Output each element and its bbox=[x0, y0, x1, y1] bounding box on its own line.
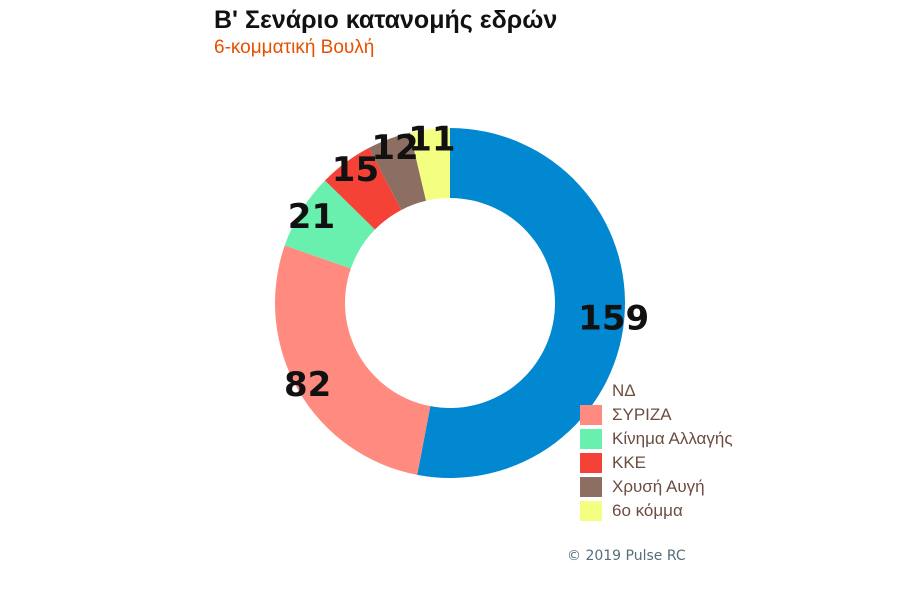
donut-slices bbox=[275, 128, 626, 478]
legend-item-kke: ΚΚΕ bbox=[580, 451, 733, 475]
slice-value-label-nd: 159 bbox=[578, 298, 649, 338]
chart-subtitle: 6-κομματική Βουλή bbox=[214, 37, 375, 58]
legend-swatch-chrysi-avgi bbox=[580, 477, 602, 497]
slice-value-label-syriza: 82 bbox=[284, 365, 331, 405]
slice-value-label-kke: 15 bbox=[332, 150, 379, 190]
legend-label-kke: ΚΚΕ bbox=[612, 453, 647, 472]
slice-value-label-chrysi-avgi: 12 bbox=[371, 128, 418, 168]
legend-label-6o-komma: 6ο κόμμα bbox=[612, 501, 683, 520]
slice-value-label-kinima-allagis: 21 bbox=[288, 197, 335, 237]
legend-swatch-syriza bbox=[580, 405, 602, 425]
chart-legend: ΝΔ ΣΥΡΙΖΑ Κίνημα Αλλαγής ΚΚΕ Χρυσή Αυγή 6ο κό… bbox=[580, 379, 733, 523]
slice-value-label-6o-komma: 11 bbox=[408, 120, 455, 160]
legend-label-kinima-allagis: Κίνημα Αλλαγής bbox=[612, 429, 733, 448]
donut-slice-6o-komma bbox=[410, 128, 450, 201]
legend-swatch-6o-komma bbox=[580, 501, 602, 521]
legend-swatch-kke bbox=[580, 453, 602, 473]
donut-slice-nd bbox=[417, 128, 626, 478]
legend-item-syriza: ΣΥΡΙΖΑ bbox=[580, 403, 733, 427]
chart-title: Β' Σενάριο κατανομής εδρών bbox=[214, 6, 558, 34]
donut-slice-syriza bbox=[275, 245, 431, 475]
legend-label-nd: ΝΔ bbox=[612, 381, 636, 400]
legend-item-chrysi-avgi: Χρυσή Αυγή bbox=[580, 475, 733, 499]
copyright-text: © 2019 Pulse RC bbox=[567, 548, 686, 564]
legend-label-syriza: ΣΥΡΙΖΑ bbox=[612, 405, 672, 424]
legend-swatch-nd bbox=[580, 381, 602, 401]
legend-item-6o-komma: 6ο κόμμα bbox=[580, 499, 733, 523]
donut-slice-kinima-allagis bbox=[284, 180, 375, 269]
legend-item-kinima-allagis: Κίνημα Αλλαγής bbox=[580, 427, 733, 451]
donut-slice-kke bbox=[324, 147, 402, 230]
donut-slice-chrysi-avgi bbox=[368, 132, 427, 210]
legend-swatch-kinima-allagis bbox=[580, 429, 602, 449]
legend-label-chrysi-avgi: Χρυσή Αυγή bbox=[612, 477, 705, 496]
legend-item-nd: ΝΔ bbox=[580, 379, 733, 403]
